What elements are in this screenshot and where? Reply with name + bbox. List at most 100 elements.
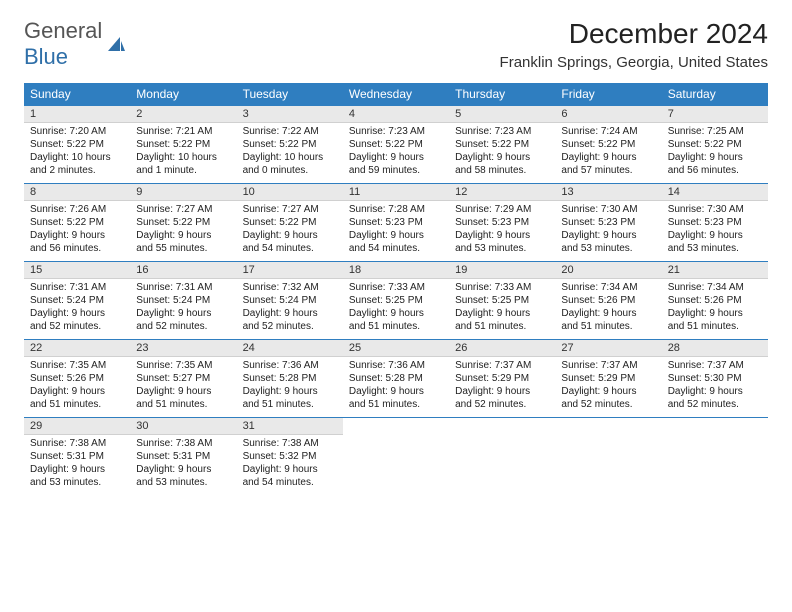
daylight-line: Daylight: 9 hours and 54 minutes.: [243, 229, 337, 255]
sunset-line: Sunset: 5:26 PM: [668, 294, 762, 307]
day-number: 26: [449, 340, 555, 357]
daylight-line: Daylight: 9 hours and 53 minutes.: [561, 229, 655, 255]
sunrise-line: Sunrise: 7:38 AM: [30, 437, 124, 450]
day-number: 11: [343, 184, 449, 201]
day-number: 9: [130, 184, 236, 201]
sunset-line: Sunset: 5:23 PM: [668, 216, 762, 229]
day-cell: 16Sunrise: 7:31 AMSunset: 5:24 PMDayligh…: [130, 262, 236, 340]
day-number: 18: [343, 262, 449, 279]
sunrise-line: Sunrise: 7:31 AM: [136, 281, 230, 294]
sunrise-line: Sunrise: 7:34 AM: [561, 281, 655, 294]
sunset-line: Sunset: 5:28 PM: [349, 372, 443, 385]
day-number: 1: [24, 106, 130, 123]
sunrise-line: Sunrise: 7:37 AM: [455, 359, 549, 372]
sunset-line: Sunset: 5:22 PM: [561, 138, 655, 151]
daylight-line: Daylight: 9 hours and 59 minutes.: [349, 151, 443, 177]
day-body: Sunrise: 7:33 AMSunset: 5:25 PMDaylight:…: [343, 279, 449, 337]
day-body: Sunrise: 7:31 AMSunset: 5:24 PMDaylight:…: [130, 279, 236, 337]
calendar-table: SundayMondayTuesdayWednesdayThursdayFrid…: [24, 83, 768, 496]
daylight-line: Daylight: 9 hours and 52 minutes.: [668, 385, 762, 411]
day-number: 24: [237, 340, 343, 357]
title-block: December 2024 Franklin Springs, Georgia,…: [500, 18, 768, 71]
daylight-line: Daylight: 9 hours and 51 minutes.: [243, 385, 337, 411]
day-body: Sunrise: 7:27 AMSunset: 5:22 PMDaylight:…: [130, 201, 236, 259]
sunrise-line: Sunrise: 7:37 AM: [668, 359, 762, 372]
day-body: Sunrise: 7:31 AMSunset: 5:24 PMDaylight:…: [24, 279, 130, 337]
sunrise-line: Sunrise: 7:30 AM: [668, 203, 762, 216]
calendar-row: 1Sunrise: 7:20 AMSunset: 5:22 PMDaylight…: [24, 106, 768, 184]
day-body: Sunrise: 7:20 AMSunset: 5:22 PMDaylight:…: [24, 123, 130, 181]
sunrise-line: Sunrise: 7:30 AM: [561, 203, 655, 216]
sunrise-line: Sunrise: 7:31 AM: [30, 281, 124, 294]
day-cell: 24Sunrise: 7:36 AMSunset: 5:28 PMDayligh…: [237, 340, 343, 418]
sunset-line: Sunset: 5:31 PM: [136, 450, 230, 463]
sunset-line: Sunset: 5:28 PM: [243, 372, 337, 385]
month-title: December 2024: [500, 18, 768, 50]
weekday-header: Thursday: [449, 83, 555, 106]
sunset-line: Sunset: 5:23 PM: [561, 216, 655, 229]
day-number: 10: [237, 184, 343, 201]
sunset-line: Sunset: 5:22 PM: [243, 138, 337, 151]
daylight-line: Daylight: 9 hours and 52 minutes.: [243, 307, 337, 333]
daylight-line: Daylight: 10 hours and 2 minutes.: [30, 151, 124, 177]
day-number: 3: [237, 106, 343, 123]
sunrise-line: Sunrise: 7:36 AM: [243, 359, 337, 372]
day-cell: 15Sunrise: 7:31 AMSunset: 5:24 PMDayligh…: [24, 262, 130, 340]
day-body: Sunrise: 7:32 AMSunset: 5:24 PMDaylight:…: [237, 279, 343, 337]
day-cell: 7Sunrise: 7:25 AMSunset: 5:22 PMDaylight…: [662, 106, 768, 184]
day-body: Sunrise: 7:26 AMSunset: 5:22 PMDaylight:…: [24, 201, 130, 259]
daylight-line: Daylight: 9 hours and 52 minutes.: [136, 307, 230, 333]
day-cell: 13Sunrise: 7:30 AMSunset: 5:23 PMDayligh…: [555, 184, 661, 262]
day-body: Sunrise: 7:38 AMSunset: 5:31 PMDaylight:…: [24, 435, 130, 493]
day-cell: 11Sunrise: 7:28 AMSunset: 5:23 PMDayligh…: [343, 184, 449, 262]
sunrise-line: Sunrise: 7:33 AM: [349, 281, 443, 294]
sunset-line: Sunset: 5:31 PM: [30, 450, 124, 463]
weekday-header: Sunday: [24, 83, 130, 106]
sunrise-line: Sunrise: 7:29 AM: [455, 203, 549, 216]
day-number: 23: [130, 340, 236, 357]
daylight-line: Daylight: 9 hours and 52 minutes.: [561, 385, 655, 411]
day-number: 5: [449, 106, 555, 123]
daylight-line: Daylight: 9 hours and 58 minutes.: [455, 151, 549, 177]
day-cell: 26Sunrise: 7:37 AMSunset: 5:29 PMDayligh…: [449, 340, 555, 418]
day-cell: 2Sunrise: 7:21 AMSunset: 5:22 PMDaylight…: [130, 106, 236, 184]
day-number: 27: [555, 340, 661, 357]
sunrise-line: Sunrise: 7:32 AM: [243, 281, 337, 294]
sunrise-line: Sunrise: 7:23 AM: [349, 125, 443, 138]
sunset-line: Sunset: 5:22 PM: [136, 138, 230, 151]
sunrise-line: Sunrise: 7:26 AM: [30, 203, 124, 216]
day-number: 8: [24, 184, 130, 201]
daylight-line: Daylight: 9 hours and 53 minutes.: [668, 229, 762, 255]
logo-word-2: Blue: [24, 44, 68, 69]
daylight-line: Daylight: 9 hours and 51 minutes.: [349, 307, 443, 333]
sunrise-line: Sunrise: 7:35 AM: [30, 359, 124, 372]
weekday-header: Monday: [130, 83, 236, 106]
logo-word-1: General: [24, 18, 102, 43]
day-number: 7: [662, 106, 768, 123]
day-number: 29: [24, 418, 130, 435]
sunrise-line: Sunrise: 7:21 AM: [136, 125, 230, 138]
day-cell: 17Sunrise: 7:32 AMSunset: 5:24 PMDayligh…: [237, 262, 343, 340]
sunset-line: Sunset: 5:24 PM: [30, 294, 124, 307]
daylight-line: Daylight: 9 hours and 53 minutes.: [455, 229, 549, 255]
day-body: Sunrise: 7:36 AMSunset: 5:28 PMDaylight:…: [237, 357, 343, 415]
day-body: Sunrise: 7:25 AMSunset: 5:22 PMDaylight:…: [662, 123, 768, 181]
daylight-line: Daylight: 9 hours and 51 minutes.: [349, 385, 443, 411]
sunset-line: Sunset: 5:22 PM: [30, 138, 124, 151]
day-cell: 19Sunrise: 7:33 AMSunset: 5:25 PMDayligh…: [449, 262, 555, 340]
sunrise-line: Sunrise: 7:27 AM: [243, 203, 337, 216]
calendar-row: 15Sunrise: 7:31 AMSunset: 5:24 PMDayligh…: [24, 262, 768, 340]
calendar-row: 8Sunrise: 7:26 AMSunset: 5:22 PMDaylight…: [24, 184, 768, 262]
day-cell: 30Sunrise: 7:38 AMSunset: 5:31 PMDayligh…: [130, 418, 236, 496]
day-body: Sunrise: 7:36 AMSunset: 5:28 PMDaylight:…: [343, 357, 449, 415]
daylight-line: Daylight: 9 hours and 52 minutes.: [455, 385, 549, 411]
logo-text: General Blue: [24, 18, 102, 70]
weekday-header: Wednesday: [343, 83, 449, 106]
sunset-line: Sunset: 5:22 PM: [455, 138, 549, 151]
day-body: Sunrise: 7:34 AMSunset: 5:26 PMDaylight:…: [662, 279, 768, 337]
weekday-header-row: SundayMondayTuesdayWednesdayThursdayFrid…: [24, 83, 768, 106]
day-cell: 12Sunrise: 7:29 AMSunset: 5:23 PMDayligh…: [449, 184, 555, 262]
daylight-line: Daylight: 9 hours and 53 minutes.: [136, 463, 230, 489]
day-number: 2: [130, 106, 236, 123]
day-body: Sunrise: 7:38 AMSunset: 5:31 PMDaylight:…: [130, 435, 236, 493]
